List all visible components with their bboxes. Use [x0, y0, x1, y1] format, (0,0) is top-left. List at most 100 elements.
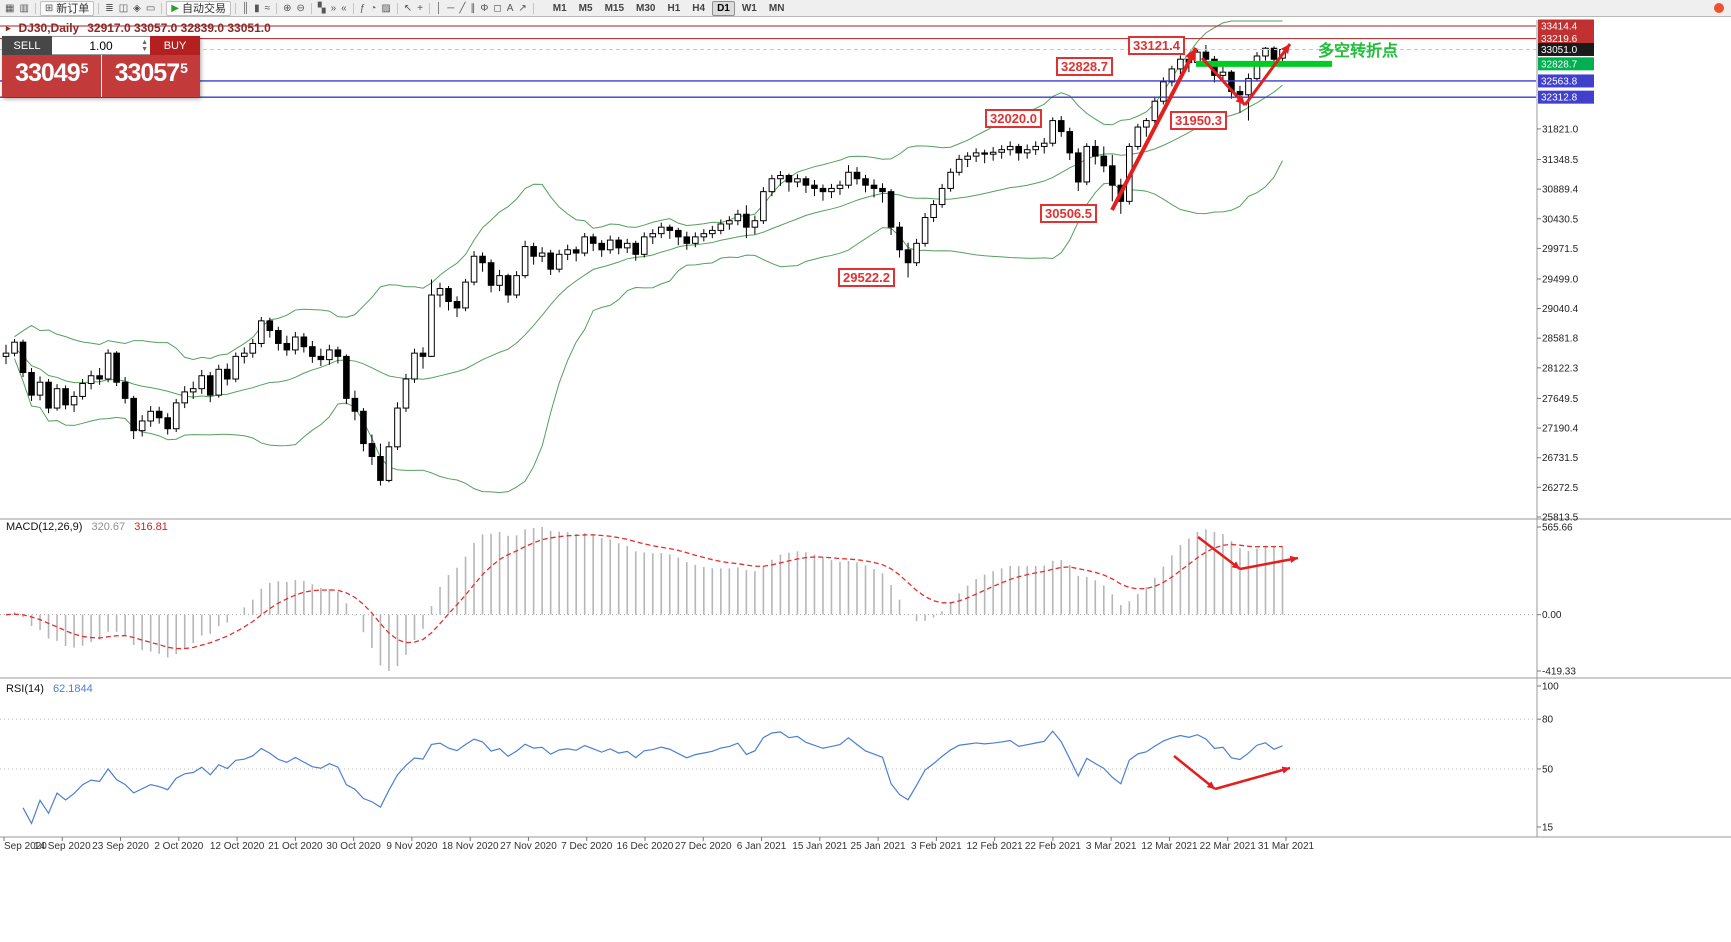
sell-button[interactable]: SELL — [2, 36, 52, 55]
arrows-icon[interactable]: ↗ — [516, 1, 528, 16]
terminal-icon[interactable]: ▭ — [144, 1, 157, 16]
alert-icon[interactable] — [1714, 3, 1724, 13]
price-annotation-32828.7[interactable]: 32828.7 — [1056, 57, 1113, 76]
indicators-icon[interactable]: ƒ — [358, 1, 368, 16]
svg-text:3 Mar 2021: 3 Mar 2021 — [1086, 841, 1137, 852]
sell-price-sup: 5 — [80, 60, 89, 76]
svg-text:14 Sep 2020: 14 Sep 2020 — [34, 841, 91, 852]
data-window-icon: ◫ — [118, 2, 129, 14]
svg-text:31 Mar 2021: 31 Mar 2021 — [1258, 841, 1315, 852]
timeframe-button-h1[interactable]: H1 — [667, 2, 681, 14]
market-watch-icon[interactable]: ≣ — [103, 1, 115, 16]
new-chart-icon: ▦ — [5, 2, 15, 14]
svg-text:15 Jan 2021: 15 Jan 2021 — [792, 841, 847, 852]
timeframe-button-d1[interactable]: D1 — [712, 0, 735, 16]
navigator-icon[interactable]: ◈ — [131, 1, 143, 16]
one-click-trading-panel: SELL 1.00 ▲ ▼ BUY 33049 5 33057 5 — [2, 36, 200, 97]
svg-text:32312.8: 32312.8 — [1541, 93, 1578, 104]
new-chart-icon[interactable]: ▦ — [3, 1, 16, 16]
text-icon[interactable]: A — [505, 1, 516, 16]
templates-icon[interactable]: ▨ — [379, 1, 392, 16]
sell-price-button[interactable]: 33049 5 — [2, 55, 101, 97]
timeframe-button-m15[interactable]: M15 — [604, 2, 625, 14]
zoom-out-icon[interactable]: ⊖ — [295, 1, 307, 16]
buy-button[interactable]: BUY — [150, 36, 200, 55]
svg-text:32828.7: 32828.7 — [1541, 59, 1578, 70]
svg-text:6 Jan 2021: 6 Jan 2021 — [737, 841, 787, 852]
svg-text:15: 15 — [1542, 823, 1554, 834]
macd-label: MACD(12,26,9) 320.67 316.81 — [6, 521, 168, 533]
tile-windows-icon[interactable]: ▚ — [316, 1, 328, 16]
new-order-button[interactable]: ⊞ 新订单 — [39, 0, 95, 16]
navigator-icon: ◈ — [133, 2, 141, 14]
svg-text:12 Oct 2020: 12 Oct 2020 — [210, 841, 265, 852]
chart-title: ▸ DJ30,Daily 32917.0 33057.0 32839.0 330… — [6, 21, 271, 35]
timeframe-button-m1[interactable]: M1 — [552, 2, 567, 14]
price-annotation-32020.0[interactable]: 32020.0 — [985, 109, 1042, 128]
price-annotation-33121.4[interactable]: 33121.4 — [1128, 36, 1185, 55]
svg-text:28581.8: 28581.8 — [1542, 334, 1579, 345]
timeframe-group: M1 M5 M15 M30 H1 H4 D1 W1 MN — [548, 0, 790, 16]
timeframe-button-m30[interactable]: M30 — [636, 2, 656, 14]
chart-shift-icon: « — [341, 2, 347, 14]
candlestick-chart-icon[interactable]: ▮ — [252, 1, 262, 16]
svg-text:33414.4: 33414.4 — [1541, 22, 1578, 33]
profiles-icon[interactable]: ▥ — [17, 1, 30, 16]
timeframe-button-h4[interactable]: H4 — [692, 2, 706, 14]
buy-price-button[interactable]: 33057 5 — [101, 55, 200, 97]
svg-text:29499.0: 29499.0 — [1542, 274, 1579, 285]
line-chart-icon[interactable]: ≈ — [263, 1, 273, 16]
arrows-icon: ↗ — [518, 2, 527, 14]
svg-text:565.66: 565.66 — [1542, 523, 1573, 534]
svg-text:Sep 2020: Sep 2020 — [4, 841, 47, 852]
timeframe-button-mn[interactable]: MN — [768, 2, 785, 14]
toolbar-separator — [396, 2, 398, 14]
price-annotation-31950.3[interactable]: 31950.3 — [1170, 111, 1227, 130]
horizontal-line-icon[interactable]: ─ — [445, 1, 456, 16]
shapes-icon[interactable]: ◻ — [491, 1, 503, 16]
profiles-icon: ▥ — [19, 2, 29, 14]
fibonacci-icon[interactable]: Φ — [478, 1, 490, 16]
new-order-label: 新订单 — [56, 3, 90, 15]
periods-icon[interactable]: ◔ — [368, 1, 378, 16]
ohlc-values: 32917.0 33057.0 32839.0 33051.0 — [87, 21, 271, 35]
svg-text:27649.5: 27649.5 — [1542, 394, 1579, 405]
buy-price-sup: 5 — [180, 60, 188, 76]
trendline-icon[interactable]: ╱ — [457, 1, 467, 16]
vertical-line-icon[interactable]: │ — [434, 1, 444, 16]
autotrading-button[interactable]: ▶ 自动交易 — [166, 0, 231, 16]
bar-chart-icon[interactable]: ║ — [240, 1, 251, 16]
chart-collapse-icon[interactable]: ▸ — [6, 22, 11, 33]
shapes-icon: ◻ — [493, 2, 502, 14]
timeframe-button-w1[interactable]: W1 — [741, 2, 757, 14]
svg-text:32563.8: 32563.8 — [1541, 76, 1578, 87]
svg-text:0.00: 0.00 — [1542, 610, 1562, 621]
chart-shift-icon[interactable]: « — [339, 1, 349, 16]
volume-up-button[interactable]: ▲ — [141, 39, 148, 46]
volume-down-button[interactable]: ▼ — [141, 46, 148, 53]
price-annotation-29522.2[interactable]: 29522.2 — [838, 268, 895, 287]
turning-point-label[interactable]: 多空转折点 — [1318, 43, 1399, 60]
toolbar-separator — [98, 2, 100, 14]
crosshair-icon[interactable]: + — [415, 1, 425, 16]
volume-field[interactable]: 1.00 ▲ ▼ — [52, 36, 150, 55]
rsi-label: RSI(14) 62.1844 — [6, 683, 93, 695]
zoom-in-icon[interactable]: ⊕ — [281, 1, 293, 16]
svg-text:26731.5: 26731.5 — [1542, 453, 1579, 464]
price-annotation-30506.5[interactable]: 30506.5 — [1040, 204, 1097, 223]
auto-scroll-icon[interactable]: » — [329, 1, 339, 16]
data-window-icon[interactable]: ◫ — [117, 1, 130, 16]
cursor-icon[interactable]: ↖ — [402, 1, 414, 16]
svg-text:18 Nov 2020: 18 Nov 2020 — [442, 841, 499, 852]
timeframe-button-m5[interactable]: M5 — [578, 2, 593, 14]
svg-text:27 Nov 2020: 27 Nov 2020 — [500, 841, 557, 852]
svg-text:9 Nov 2020: 9 Nov 2020 — [386, 841, 438, 852]
toolbar-separator — [310, 2, 312, 14]
toolbar-separator — [34, 2, 36, 14]
equidistant-channel-icon[interactable]: ∥ — [468, 1, 477, 16]
svg-text:22 Mar 2021: 22 Mar 2021 — [1200, 841, 1257, 852]
svg-text:31821.0: 31821.0 — [1542, 124, 1579, 135]
buy-price-main: 33057 — [114, 59, 181, 87]
